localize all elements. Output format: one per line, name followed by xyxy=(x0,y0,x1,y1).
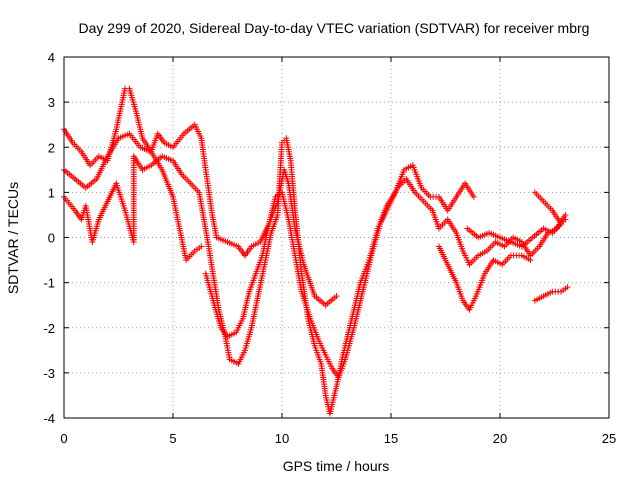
x-tick-label: 15 xyxy=(384,431,398,446)
y-tick-label: -1 xyxy=(43,276,55,291)
data-point xyxy=(564,284,571,291)
axis-ticks xyxy=(63,56,610,419)
data-marks xyxy=(61,85,571,417)
y-tick-label: -4 xyxy=(43,411,55,426)
y-tick-label: -3 xyxy=(43,366,55,381)
x-tick-label: 0 xyxy=(60,431,67,446)
x-tick-label: 20 xyxy=(493,431,507,446)
y-tick-label: 3 xyxy=(48,95,55,110)
chart-title: Day 299 of 2020, Sidereal Day-to-day VTE… xyxy=(79,20,590,36)
y-tick-label: -2 xyxy=(43,321,55,336)
data-point xyxy=(470,193,477,200)
grid-lines xyxy=(64,57,609,418)
x-tick-label: 5 xyxy=(169,431,176,446)
x-tick-label: 10 xyxy=(275,431,289,446)
series-track-4 xyxy=(202,175,569,381)
y-tick-label: 2 xyxy=(48,140,55,155)
series-track-3 xyxy=(61,135,477,417)
data-point xyxy=(562,216,569,223)
x-tick-label: 25 xyxy=(602,431,616,446)
data-point xyxy=(198,243,205,250)
data-point xyxy=(527,257,534,264)
series-track-8 xyxy=(531,284,571,304)
series-track-1 xyxy=(61,85,205,264)
y-axis-label: SDTVAR / TECUs xyxy=(5,182,21,294)
series-track-5 xyxy=(435,243,534,313)
y-axis-tick-labels: 4 3 2 1 0 -1 -2 -3 -4 xyxy=(43,50,55,426)
y-tick-label: 1 xyxy=(48,185,55,200)
x-axis-label: GPS time / hours xyxy=(283,458,390,474)
y-tick-label: 0 xyxy=(48,231,55,246)
y-tick-label: 4 xyxy=(48,50,55,65)
data-point xyxy=(333,293,340,300)
series-track-7 xyxy=(531,189,569,227)
x-axis-tick-labels: 0 5 10 15 20 25 xyxy=(60,431,616,446)
